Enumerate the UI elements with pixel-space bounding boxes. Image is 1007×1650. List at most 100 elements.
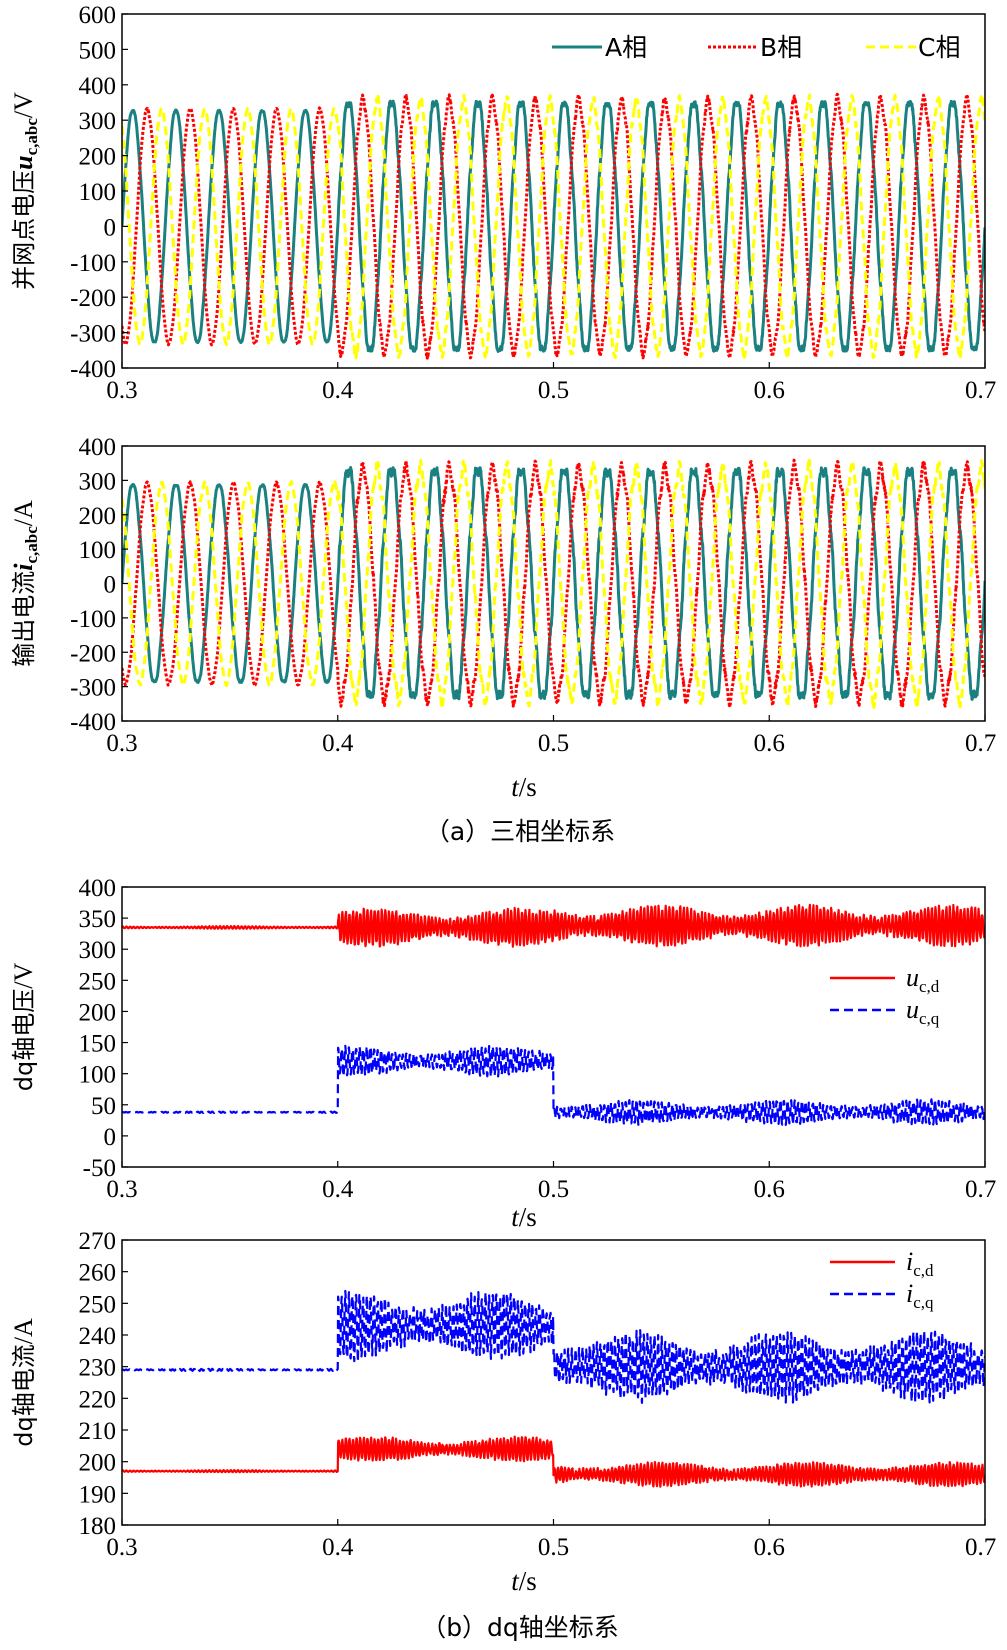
x-tick-label: 0.5 <box>538 377 569 404</box>
x-tick-label: 0.6 <box>754 377 785 404</box>
y-tick-label: 250 <box>79 1291 117 1318</box>
y-tick-label: -300 <box>70 675 116 702</box>
x-tick-label: 0.7 <box>965 1176 996 1203</box>
y-tick-label: 200 <box>79 144 117 171</box>
y-tick-label: 210 <box>79 1418 117 1445</box>
y-tick-label: 600 <box>79 2 117 29</box>
x-tick-label: 0.7 <box>965 377 996 404</box>
y-tick-label: 260 <box>79 1260 117 1287</box>
y-tick-label: 190 <box>79 1481 117 1508</box>
series-line-3 <box>122 458 985 709</box>
y-tick-label: 240 <box>79 1323 117 1350</box>
y-tick-label: -100 <box>70 250 116 277</box>
y-tick-label: 50 <box>91 1093 116 1120</box>
plot-frame <box>121 1239 986 1526</box>
y-tick-label: 400 <box>79 875 117 902</box>
x-tick-label: 0.4 <box>322 730 354 757</box>
series-line-2 <box>122 1044 985 1126</box>
y-tick-label: 500 <box>79 37 117 64</box>
x-axis-label-b: t/s <box>511 1566 537 1596</box>
x-tick-label: 0.4 <box>322 1534 354 1561</box>
legend-label: B相 <box>760 33 802 62</box>
x-tick-label: 0.3 <box>106 377 137 404</box>
y-tick-label: -200 <box>70 285 116 312</box>
y-tick-label: 350 <box>79 906 117 933</box>
x-axis-label-a: t/s <box>511 772 537 802</box>
series-group <box>122 1289 985 1488</box>
x-tick-label: 0.5 <box>538 1176 569 1203</box>
legend-label: uc,d <box>906 963 940 996</box>
series-line-1 <box>122 903 985 948</box>
y-tick-label: 220 <box>79 1386 117 1413</box>
series-line-2 <box>122 92 985 360</box>
x-tick-label: 0.4 <box>322 377 354 404</box>
x-axis-label-b-top: t/s <box>511 1202 537 1232</box>
y-tick-label: 250 <box>79 968 117 995</box>
x-tick-label: 0.4 <box>322 1176 354 1203</box>
series-line-1 <box>122 1435 985 1488</box>
x-tick-label: 0.5 <box>538 1534 569 1561</box>
legend-label: ic,d <box>906 1247 934 1280</box>
series-line-2 <box>122 458 985 709</box>
x-tick-label: 0.5 <box>538 730 569 757</box>
series-group <box>122 903 985 1126</box>
series-line-3 <box>122 93 985 360</box>
y-tick-label: -400 <box>70 709 116 736</box>
y-axis-label: 并网点电压uc,abc/V <box>9 92 41 290</box>
series-line-2 <box>122 1289 985 1404</box>
y-tick-label: 200 <box>79 999 117 1026</box>
y-tick-label: -400 <box>70 356 116 383</box>
y-tick-label: 0 <box>104 572 117 599</box>
x-tick-label: 0.7 <box>965 1534 996 1561</box>
series-line-1 <box>122 99 985 353</box>
y-tick-label: 200 <box>79 1450 117 1477</box>
y-axis-label: 输出电流ic,abc/A <box>9 500 41 667</box>
y-tick-label: -50 <box>83 1155 116 1182</box>
y-tick-label: 180 <box>79 1513 117 1540</box>
y-axis-label: dq轴电压/V <box>9 963 38 1092</box>
y-tick-label: 100 <box>79 1062 117 1089</box>
caption-b: （b）dq轴坐标系 <box>421 1613 619 1642</box>
y-tick-label: 300 <box>79 937 117 964</box>
legend-label: uc,q <box>906 995 940 1028</box>
series-group <box>122 458 985 709</box>
x-tick-label: 0.7 <box>965 730 996 757</box>
y-tick-label: 400 <box>79 73 117 100</box>
x-tick-label: 0.3 <box>106 730 137 757</box>
legend: A相 B相 C相 <box>552 33 960 62</box>
legend-label: C相 <box>918 33 960 62</box>
legend-label: A相 <box>605 33 647 62</box>
y-axis-label: dq轴电流/A <box>9 1318 38 1447</box>
series-line-1 <box>122 466 985 701</box>
y-tick-label: 300 <box>79 108 117 135</box>
y-tick-label: 100 <box>79 179 117 206</box>
y-tick-label: 230 <box>79 1355 117 1382</box>
y-tick-label: -300 <box>70 321 116 348</box>
series-group <box>122 92 985 360</box>
x-tick-label: 0.6 <box>754 730 785 757</box>
legend: ic,dic,q <box>830 1247 934 1312</box>
x-tick-label: 0.6 <box>754 1534 785 1561</box>
y-tick-label: -100 <box>70 606 116 633</box>
x-tick-label: 0.3 <box>106 1176 137 1203</box>
y-tick-label: 300 <box>79 468 117 495</box>
y-tick-label: 200 <box>79 503 117 530</box>
y-tick-label: 150 <box>79 1031 117 1058</box>
y-tick-label: -200 <box>70 640 116 667</box>
x-tick-label: 0.3 <box>106 1534 137 1561</box>
x-tick-label: 0.6 <box>754 1176 785 1203</box>
y-tick-label: 400 <box>79 434 117 461</box>
caption-a: （a）三相坐标系 <box>425 817 615 846</box>
y-tick-label: 0 <box>104 1124 117 1151</box>
plot-frame <box>121 13 986 369</box>
y-tick-label: 0 <box>104 214 117 241</box>
legend-label: ic,q <box>906 1279 934 1312</box>
y-tick-label: 270 <box>79 1228 117 1255</box>
legend: uc,duc,q <box>830 963 940 1028</box>
dq-voltage-panel: 400 350 300 250 200 150 100 50 0 -500.3 0.4 0.5 0.6 0… <box>9 875 996 1203</box>
y-tick-label: 100 <box>79 537 117 564</box>
